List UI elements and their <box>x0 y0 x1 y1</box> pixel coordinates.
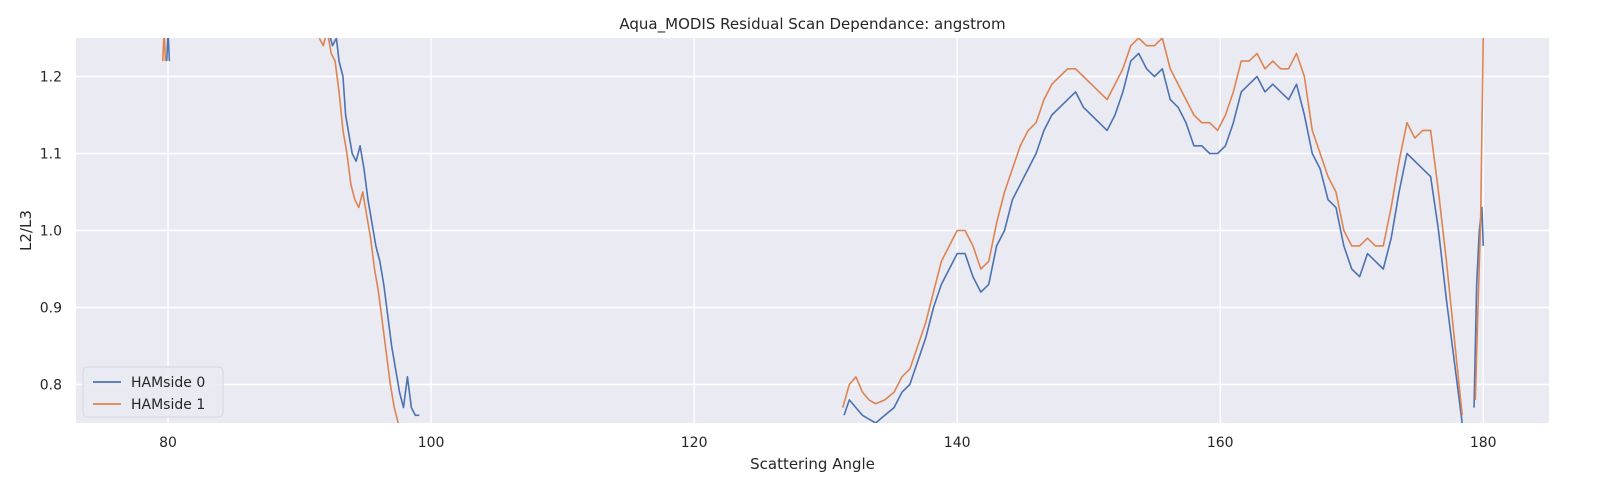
x-axis-label: Scattering Angle <box>750 455 875 473</box>
x-tick-label: 180 <box>1470 435 1497 451</box>
chart-title: Aqua_MODIS Residual Scan Dependance: ang… <box>619 15 1005 34</box>
y-tick-label: 1.0 <box>40 224 62 240</box>
grid-lines <box>76 38 1549 423</box>
y-axis-label: L2/L3 <box>17 210 35 251</box>
x-tick-label: 120 <box>681 435 708 451</box>
y-tick-label: 1.2 <box>40 70 62 86</box>
x-tick-label: 100 <box>418 435 445 451</box>
x-tick-label: 160 <box>1207 435 1234 451</box>
y-tick-label: 1.1 <box>40 147 62 163</box>
y-tick-label: 0.9 <box>40 301 62 317</box>
series-lines <box>162 38 1485 423</box>
series-line-1-segment-1 <box>318 38 399 423</box>
x-tick-label: 140 <box>944 435 971 451</box>
x-tick-label: 80 <box>159 435 177 451</box>
legend: HAMside 0 HAMside 1 <box>82 366 224 418</box>
legend-label-1: HAMside 1 <box>131 397 205 413</box>
series-line-0-segment-2 <box>843 52 1463 423</box>
series-line-1-segment-0 <box>162 38 167 62</box>
series-1 <box>162 38 1485 423</box>
series-line-0-segment-0 <box>165 38 171 62</box>
series-0 <box>165 38 1485 423</box>
series-line-1-segment-2 <box>841 38 1463 416</box>
series-line-1-segment-3 <box>1474 38 1485 400</box>
legend-label-0: HAMside 0 <box>131 375 205 391</box>
series-line-0-segment-1 <box>329 38 420 417</box>
y-tick-label: 0.8 <box>40 378 62 394</box>
series-line-0-segment-3 <box>1473 206 1485 408</box>
